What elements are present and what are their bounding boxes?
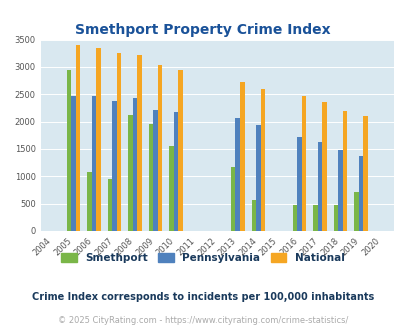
Bar bbox=[153, 110, 158, 231]
Bar bbox=[358, 155, 362, 231]
Text: Crime Index corresponds to incidents per 100,000 inhabitants: Crime Index corresponds to incidents per… bbox=[32, 292, 373, 302]
Bar bbox=[333, 205, 337, 231]
Bar bbox=[296, 137, 301, 231]
Bar bbox=[362, 115, 367, 231]
Bar bbox=[71, 96, 75, 231]
Bar bbox=[317, 142, 321, 231]
Bar bbox=[169, 146, 173, 231]
Bar bbox=[235, 118, 239, 231]
Bar bbox=[337, 149, 342, 231]
Bar bbox=[301, 96, 305, 231]
Bar bbox=[137, 55, 141, 231]
Legend: Smethport, Pennsylvania, National: Smethport, Pennsylvania, National bbox=[57, 249, 348, 267]
Bar bbox=[128, 115, 132, 231]
Text: © 2025 CityRating.com - https://www.cityrating.com/crime-statistics/: © 2025 CityRating.com - https://www.city… bbox=[58, 316, 347, 325]
Bar bbox=[92, 96, 96, 231]
Bar bbox=[321, 102, 326, 231]
Bar bbox=[66, 70, 71, 231]
Bar bbox=[292, 205, 296, 231]
Bar bbox=[251, 200, 256, 231]
Bar bbox=[260, 89, 264, 231]
Bar bbox=[107, 179, 112, 231]
Bar bbox=[75, 45, 80, 231]
Bar bbox=[158, 65, 162, 231]
Bar bbox=[239, 82, 244, 231]
Bar bbox=[178, 70, 183, 231]
Bar bbox=[117, 53, 121, 231]
Bar bbox=[256, 125, 260, 231]
Bar bbox=[87, 173, 92, 231]
Bar bbox=[132, 98, 137, 231]
Bar bbox=[342, 111, 346, 231]
Bar bbox=[96, 49, 100, 231]
Text: Smethport Property Crime Index: Smethport Property Crime Index bbox=[75, 23, 330, 37]
Bar bbox=[230, 167, 235, 231]
Bar bbox=[173, 112, 178, 231]
Bar bbox=[353, 192, 358, 231]
Bar bbox=[312, 205, 317, 231]
Bar bbox=[149, 124, 153, 231]
Bar bbox=[112, 101, 117, 231]
